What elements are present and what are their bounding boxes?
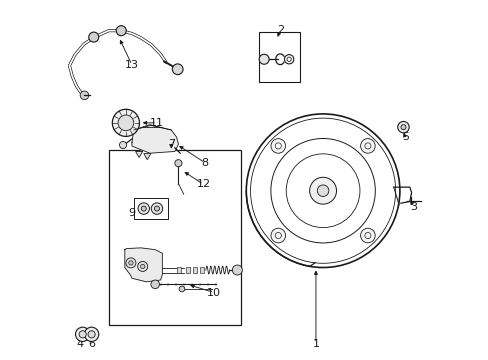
Circle shape — [360, 228, 374, 243]
Bar — [200, 267, 203, 273]
Bar — [134, 198, 167, 219]
Circle shape — [118, 115, 134, 131]
Bar — [185, 267, 189, 273]
Text: 13: 13 — [125, 60, 139, 70]
Circle shape — [88, 32, 99, 42]
Circle shape — [270, 228, 285, 243]
Polygon shape — [143, 154, 151, 159]
Text: 5: 5 — [401, 132, 408, 142]
Circle shape — [179, 286, 184, 292]
Text: 4: 4 — [77, 339, 83, 348]
Bar — [108, 150, 241, 325]
Bar — [192, 267, 197, 273]
Polygon shape — [135, 152, 142, 157]
Circle shape — [360, 139, 374, 153]
Text: 2: 2 — [276, 25, 283, 35]
Text: 1: 1 — [312, 339, 319, 348]
Text: 11: 11 — [150, 118, 163, 128]
Circle shape — [79, 331, 86, 338]
Circle shape — [175, 159, 182, 167]
Text: 3: 3 — [410, 202, 417, 212]
Text: 6: 6 — [88, 339, 95, 348]
Polygon shape — [124, 248, 162, 282]
Text: 8: 8 — [201, 158, 208, 168]
Circle shape — [84, 327, 99, 342]
Bar — [176, 267, 181, 273]
Circle shape — [232, 265, 242, 275]
Bar — [258, 32, 299, 82]
Circle shape — [119, 141, 126, 149]
Circle shape — [88, 331, 95, 338]
Circle shape — [75, 327, 90, 342]
Circle shape — [128, 261, 133, 265]
Circle shape — [138, 203, 149, 214]
Circle shape — [154, 206, 159, 211]
Text: 7: 7 — [167, 139, 175, 149]
Circle shape — [125, 258, 136, 268]
Circle shape — [80, 91, 88, 100]
Text: 9: 9 — [128, 208, 135, 218]
Circle shape — [112, 109, 139, 136]
Circle shape — [400, 125, 405, 130]
Circle shape — [259, 54, 268, 64]
Circle shape — [317, 185, 328, 197]
Circle shape — [140, 264, 144, 269]
Circle shape — [151, 203, 163, 214]
Text: 12: 12 — [196, 179, 210, 189]
Text: 10: 10 — [207, 288, 221, 297]
Circle shape — [397, 121, 408, 133]
Circle shape — [138, 261, 147, 271]
Circle shape — [309, 177, 336, 204]
Circle shape — [141, 206, 146, 211]
Circle shape — [172, 64, 183, 75]
Circle shape — [151, 280, 159, 289]
Circle shape — [116, 26, 126, 36]
Polygon shape — [132, 125, 178, 153]
Circle shape — [270, 139, 285, 153]
